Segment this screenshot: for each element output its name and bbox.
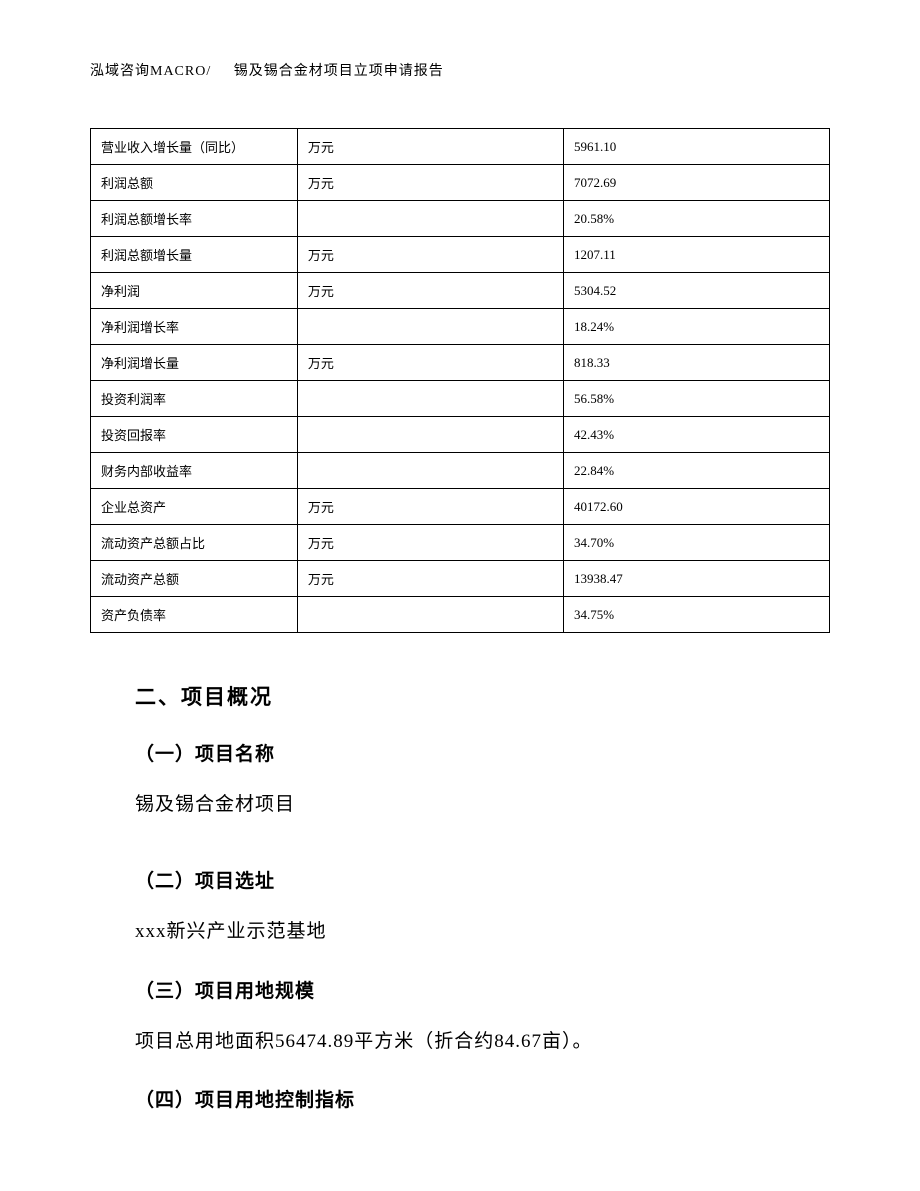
cell-unit	[297, 453, 563, 489]
table-row: 流动资产总额 万元 13938.47	[91, 561, 830, 597]
cell-label: 营业收入增长量（同比）	[91, 129, 298, 165]
cell-label: 流动资产总额占比	[91, 525, 298, 561]
table-row: 净利润增长率 18.24%	[91, 309, 830, 345]
content-block: 二、项目概况 （一）项目名称 锡及锡合金材项目 （二）项目选址 xxx新兴产业示…	[90, 681, 830, 1112]
cell-label: 净利润	[91, 273, 298, 309]
cell-unit	[297, 597, 563, 633]
body-text-3: 项目总用地面积56474.89平方米（折合约84.67亩）。	[135, 1027, 810, 1057]
table-row: 利润总额增长量 万元 1207.11	[91, 237, 830, 273]
cell-label: 利润总额	[91, 165, 298, 201]
cell-label: 利润总额增长量	[91, 237, 298, 273]
cell-value: 34.75%	[563, 597, 829, 633]
cell-value: 20.58%	[563, 201, 829, 237]
sub-heading-2: （二）项目选址	[135, 866, 810, 893]
page-header: 泓域咨询MACRO/ 锡及锡合金材项目立项申请报告	[90, 60, 830, 80]
cell-value: 1207.11	[563, 237, 829, 273]
cell-value: 5304.52	[563, 273, 829, 309]
cell-unit	[297, 417, 563, 453]
table-row: 利润总额 万元 7072.69	[91, 165, 830, 201]
cell-label: 流动资产总额	[91, 561, 298, 597]
body-text-2: xxx新兴产业示范基地	[135, 917, 810, 947]
cell-unit: 万元	[297, 165, 563, 201]
cell-value: 13938.47	[563, 561, 829, 597]
cell-unit: 万元	[297, 345, 563, 381]
cell-value: 22.84%	[563, 453, 829, 489]
cell-unit: 万元	[297, 129, 563, 165]
cell-value: 818.33	[563, 345, 829, 381]
body-text-1: 锡及锡合金材项目	[135, 790, 810, 820]
cell-unit: 万元	[297, 273, 563, 309]
cell-label: 资产负债率	[91, 597, 298, 633]
table-row: 利润总额增长率 20.58%	[91, 201, 830, 237]
cell-label: 企业总资产	[91, 489, 298, 525]
page-container: 泓域咨询MACRO/ 锡及锡合金材项目立项申请报告 营业收入增长量（同比） 万元…	[0, 0, 920, 1176]
table-row: 资产负债率 34.75%	[91, 597, 830, 633]
table-row: 净利润 万元 5304.52	[91, 273, 830, 309]
header-company: 泓域咨询MACRO/	[90, 64, 211, 79]
sub-heading-4: （四）项目用地控制指标	[135, 1085, 810, 1112]
cell-value: 5961.10	[563, 129, 829, 165]
cell-unit: 万元	[297, 237, 563, 273]
table-row: 企业总资产 万元 40172.60	[91, 489, 830, 525]
cell-unit: 万元	[297, 561, 563, 597]
cell-unit: 万元	[297, 525, 563, 561]
section-heading: 二、项目概况	[135, 681, 810, 711]
cell-value: 56.58%	[563, 381, 829, 417]
cell-unit	[297, 381, 563, 417]
cell-value: 7072.69	[563, 165, 829, 201]
table-row: 投资回报率 42.43%	[91, 417, 830, 453]
cell-value: 40172.60	[563, 489, 829, 525]
table-row: 财务内部收益率 22.84%	[91, 453, 830, 489]
cell-value: 42.43%	[563, 417, 829, 453]
table-row: 营业收入增长量（同比） 万元 5961.10	[91, 129, 830, 165]
cell-unit	[297, 309, 563, 345]
sub-heading-1: （一）项目名称	[135, 739, 810, 766]
financial-table: 营业收入增长量（同比） 万元 5961.10 利润总额 万元 7072.69 利…	[90, 128, 830, 633]
sub-heading-3: （三）项目用地规模	[135, 976, 810, 1003]
cell-label: 净利润增长率	[91, 309, 298, 345]
cell-value: 34.70%	[563, 525, 829, 561]
cell-unit	[297, 201, 563, 237]
table-row: 投资利润率 56.58%	[91, 381, 830, 417]
cell-unit: 万元	[297, 489, 563, 525]
cell-value: 18.24%	[563, 309, 829, 345]
header-title: 锡及锡合金材项目立项申请报告	[234, 64, 444, 79]
cell-label: 净利润增长量	[91, 345, 298, 381]
table-row: 流动资产总额占比 万元 34.70%	[91, 525, 830, 561]
table-body: 营业收入增长量（同比） 万元 5961.10 利润总额 万元 7072.69 利…	[91, 129, 830, 633]
table-row: 净利润增长量 万元 818.33	[91, 345, 830, 381]
cell-label: 投资利润率	[91, 381, 298, 417]
cell-label: 投资回报率	[91, 417, 298, 453]
cell-label: 财务内部收益率	[91, 453, 298, 489]
cell-label: 利润总额增长率	[91, 201, 298, 237]
